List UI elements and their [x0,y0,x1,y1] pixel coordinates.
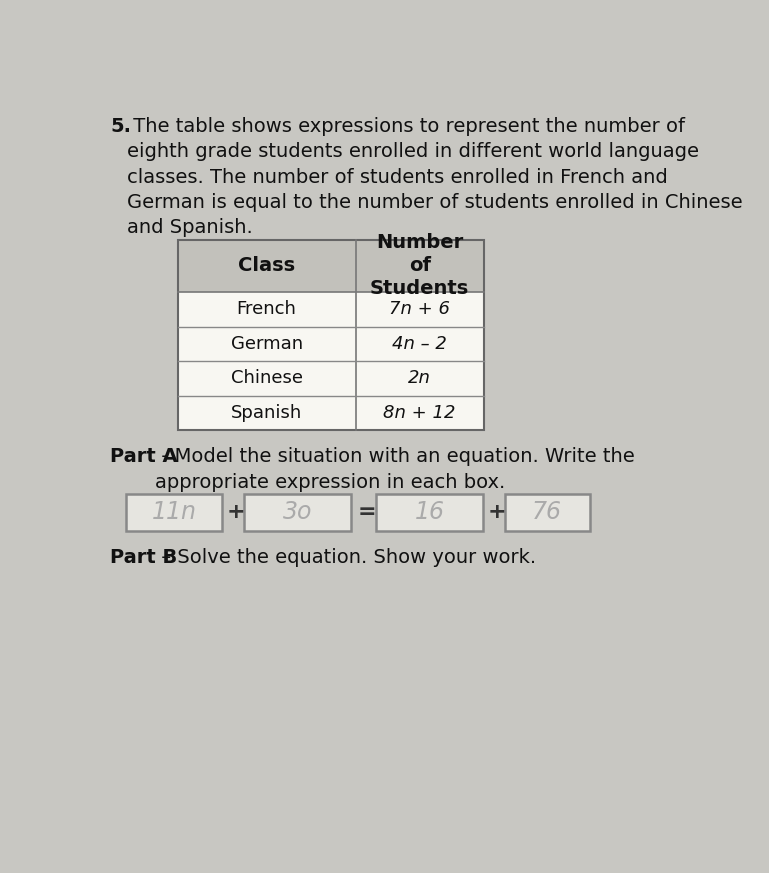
Text: 3o: 3o [283,500,312,524]
Text: German: German [231,335,303,353]
Bar [504,493,590,531]
Bar [178,239,484,430]
Text: 7n + 6: 7n + 6 [389,300,450,318]
Text: - Model the situation with an equation. Write the
appropriate expression in each: - Model the situation with an equation. … [155,447,634,492]
Text: Spanish: Spanish [231,404,302,423]
Text: 2n: 2n [408,369,431,388]
Text: +: + [488,502,506,522]
Text: Part B: Part B [110,547,178,567]
Text: Number
of
Students: Number of Students [370,233,469,298]
Text: – Solve the equation. Show your work.: – Solve the equation. Show your work. [155,547,536,567]
Text: 8n + 12: 8n + 12 [384,404,456,423]
Text: 76: 76 [532,500,562,524]
Text: Chinese: Chinese [231,369,303,388]
Bar [178,292,484,327]
Text: 16: 16 [414,500,444,524]
Text: +: + [227,502,246,522]
Bar [178,361,484,395]
Bar [376,493,483,531]
Text: =: = [358,502,377,522]
Text: Class: Class [238,256,295,275]
Text: French: French [237,300,297,318]
Text: Part A: Part A [110,447,178,466]
Bar [125,493,222,531]
Text: 11n: 11n [151,500,197,524]
Text: The table shows expressions to represent the number of
eighth grade students enr: The table shows expressions to represent… [127,117,743,237]
Text: 4n – 2: 4n – 2 [392,335,447,353]
Bar [244,493,351,531]
Bar [178,327,484,361]
Bar [178,239,484,292]
Bar [178,395,484,430]
Text: 5.: 5. [110,117,131,136]
